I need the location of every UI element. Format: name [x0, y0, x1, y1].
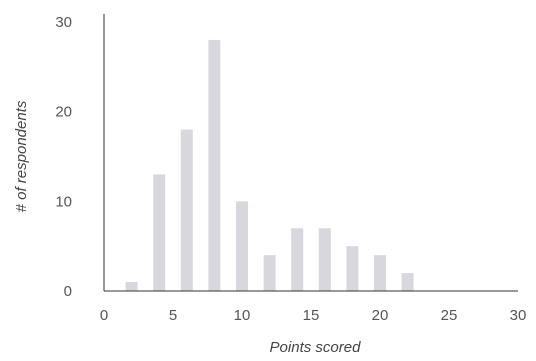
x-tick-label-15: 15	[303, 307, 320, 324]
x-axis-title: Points scored	[270, 339, 362, 356]
y-axis-title: # of respondents	[13, 100, 30, 212]
bar-x-22	[401, 273, 414, 291]
x-tick-label-5: 5	[169, 307, 177, 324]
x-tick-labels: 0 5 10 15 20 25 30	[100, 307, 527, 324]
y-tick-labels: 0 10 20 30	[55, 14, 72, 300]
y-tick-label-20: 20	[55, 104, 72, 121]
bar-x-4	[153, 174, 166, 291]
y-tick-label-30: 30	[55, 14, 72, 31]
bar-x-8	[208, 39, 221, 291]
bar-x-14	[291, 228, 304, 291]
bar-x-2	[125, 282, 138, 291]
bar-x-18	[346, 246, 359, 291]
bar-x-10	[236, 201, 248, 291]
x-tick-label-20: 20	[372, 307, 389, 324]
bar-x-20	[374, 255, 386, 291]
bar-x-12	[263, 255, 276, 291]
y-tick-label-0: 0	[64, 283, 72, 300]
bars-group	[125, 39, 414, 291]
x-tick-label-30: 30	[510, 307, 527, 324]
x-tick-label-10: 10	[234, 307, 251, 324]
y-tick-label-10: 10	[55, 193, 72, 210]
x-tick-label-25: 25	[441, 307, 458, 324]
x-tick-label-0: 0	[100, 307, 108, 324]
bar-x-6	[180, 129, 193, 291]
bar-x-16	[318, 228, 331, 291]
